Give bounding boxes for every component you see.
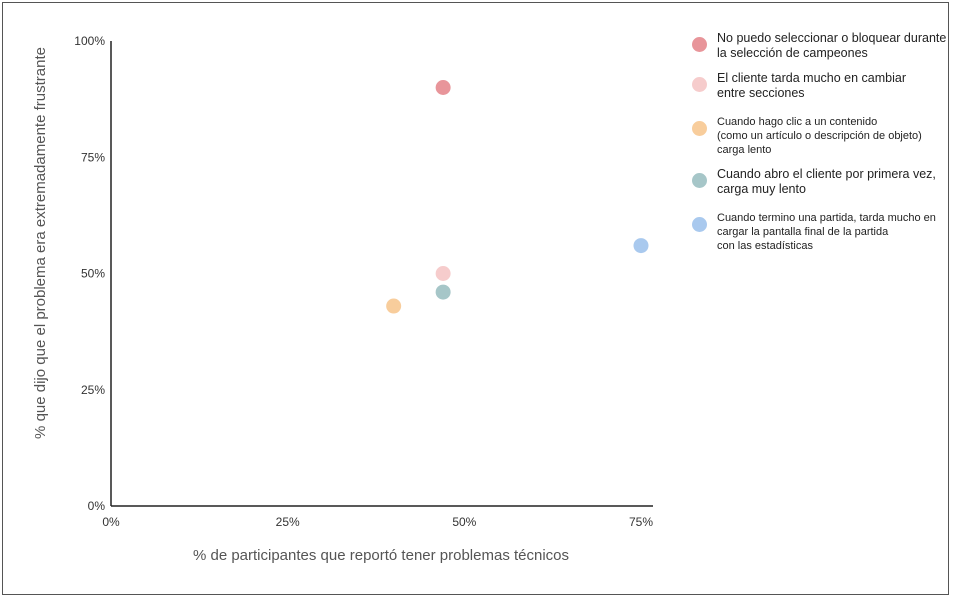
y-tick-label: 75% [81, 150, 105, 164]
legend-swatch [692, 173, 707, 188]
x-axis-ticks: 0% 25% 50% 75% [102, 515, 653, 529]
x-tick-label: 50% [452, 515, 476, 529]
legend-swatch [692, 37, 707, 52]
legend: No puedo seleccionar o bloquear durante … [691, 31, 953, 253]
legend-item: Cuando abro el cliente por primera vez, … [691, 167, 953, 197]
legend-label: No puedo seleccionar o bloquear durante … [717, 31, 947, 60]
x-tick-label: 0% [102, 515, 120, 529]
legend-label: Cuando termino una partida, tarda mucho … [717, 212, 936, 252]
y-tick-label: 0% [88, 499, 106, 513]
legend-label: Cuando hago clic a un contenido (como un… [717, 116, 922, 156]
scatter-plot: 0% 25% 50% 75% 100% 0% 25% 50% 75% % que dijo q… [32, 34, 653, 564]
x-tick-label: 25% [276, 515, 300, 529]
y-axis-title: % que dijo que el problema era extremada… [32, 47, 49, 439]
data-point [435, 284, 451, 300]
legend-item: Cuando hago clic a un contenido (como un… [691, 115, 953, 157]
x-axis-title: % de participantes que reportó tener pro… [193, 547, 569, 564]
legend-item: El cliente tarda mucho en cambiar entre … [691, 71, 953, 101]
legend-swatch [692, 77, 707, 92]
y-tick-label: 50% [81, 267, 105, 281]
data-points [386, 80, 649, 314]
legend-label: Cuando abro el cliente por primera vez, … [717, 167, 936, 196]
legend-item: No puedo seleccionar o bloquear durante … [691, 31, 953, 61]
x-tick-label: 75% [629, 515, 653, 529]
legend-item: Cuando termino una partida, tarda mucho … [691, 211, 953, 253]
data-point [633, 238, 649, 254]
y-tick-label: 100% [74, 34, 105, 48]
y-axis-ticks: 0% 25% 50% 75% 100% [74, 34, 105, 513]
data-point [435, 80, 451, 95]
legend-swatch [692, 217, 707, 232]
axes [110, 41, 653, 507]
legend-label: El cliente tarda mucho en cambiar entre … [717, 71, 906, 100]
y-tick-label: 25% [81, 383, 105, 397]
data-point [435, 266, 451, 281]
legend-swatch [692, 121, 707, 136]
data-point [386, 298, 402, 314]
